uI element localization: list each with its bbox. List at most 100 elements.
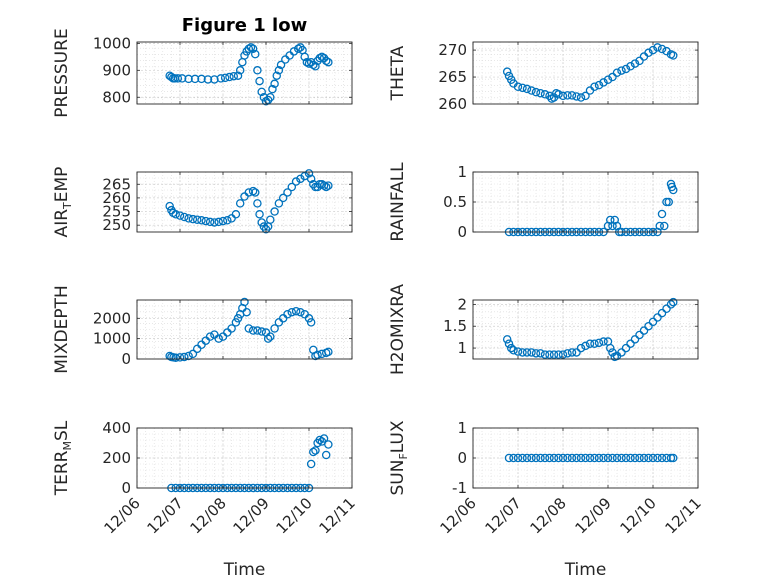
data-point [599,453,608,463]
y-tick-label: 1000 [93,34,131,52]
data-point [626,339,635,348]
data-point [201,216,211,226]
data-point [594,338,604,348]
data-point [657,209,667,219]
y-tick-label: 400 [102,419,131,437]
data-point [210,218,219,227]
data-point [594,453,604,463]
data-point [253,66,262,75]
data-point [240,51,249,60]
x-tick-label: 12/10 [617,494,660,537]
data-point [180,212,189,222]
y-axis-label: TERRMSL [52,420,74,496]
data-point [283,309,292,319]
data-point [293,44,303,53]
data-point [321,182,331,192]
data-point [662,304,671,313]
data-point [653,453,662,463]
data-point [540,453,550,463]
data-point [536,88,545,98]
y-tick-label: 2000 [93,309,131,327]
data-point [554,90,563,99]
y-axis-label: PRESSURE [52,28,72,117]
data-point [257,327,266,336]
data-point [626,453,635,463]
y-axis-label: THETA [388,45,408,101]
data-point [630,453,640,463]
data-point [576,453,586,463]
data-point [227,324,236,333]
y-tick-label: 250 [102,216,131,234]
data-point [205,217,215,227]
data-point [644,48,653,58]
data-point [558,91,568,101]
data-point [319,434,329,443]
data-point [635,56,644,66]
data-point [522,348,532,357]
data-point [223,216,232,225]
data-point [563,453,572,463]
data-point [270,324,279,333]
data-point [554,453,563,463]
data-point [233,71,243,80]
data-point [188,349,198,359]
data-point [291,177,301,186]
data-point [630,59,640,68]
data-point [197,216,206,225]
y-tick-label: 0.5 [443,193,467,211]
data-point [527,453,536,463]
data-point [639,453,649,463]
data-point [311,446,320,455]
x-axis-label: Time [564,560,607,580]
axes-box [136,299,353,360]
data-point [309,447,318,457]
data-point [276,60,286,70]
y-tick-label: 0 [457,223,467,241]
data-point [313,350,322,360]
data-point [306,459,316,469]
y-tick-label: 1.5 [443,317,467,335]
subplot-1: 1000 900 800 PRESSURE Figure 1 low [52,15,353,118]
data-point [612,453,622,463]
data-point [630,335,640,344]
data-point [248,44,258,53]
data-point [220,73,230,83]
series-markers [502,297,678,362]
data-point [590,453,599,463]
data-point [192,215,202,224]
y-tick-label: 1 [457,163,467,181]
data-point [324,181,333,190]
subplot-5: 2000 1000 0 MIXDEPTH [52,285,353,374]
data-point [504,339,514,348]
data-point [522,453,532,463]
subplot-2: 270 265 260 THETA [388,41,699,113]
axes-box [136,171,353,233]
data-point [324,57,333,67]
subplot-4: 1 0.5 0 RAINFALL [388,162,699,242]
data-point [545,453,554,463]
data-point [291,306,301,316]
data-point [270,79,279,89]
data-point [283,188,292,197]
data-point [225,72,234,82]
y-axis-label: MIXDEPTH [52,285,72,374]
data-point [669,185,678,195]
data-point [572,348,581,357]
data-point [657,44,667,54]
data-point [250,49,260,59]
data-point [666,300,676,309]
data-point [248,186,258,196]
data-point [509,453,518,463]
data-point [257,87,266,97]
data-point [502,67,512,76]
x-tick-label: 12/09 [230,494,273,537]
data-point [603,453,613,463]
data-point [621,64,631,74]
data-point [567,348,577,357]
data-point [567,453,577,463]
subplot-8: 1 0 -112/06 12/07 12/08 12/09 12/10 12/11 SUNFLU… [388,419,705,580]
data-point [246,43,256,52]
data-point [289,47,299,56]
axes-box [472,41,699,105]
